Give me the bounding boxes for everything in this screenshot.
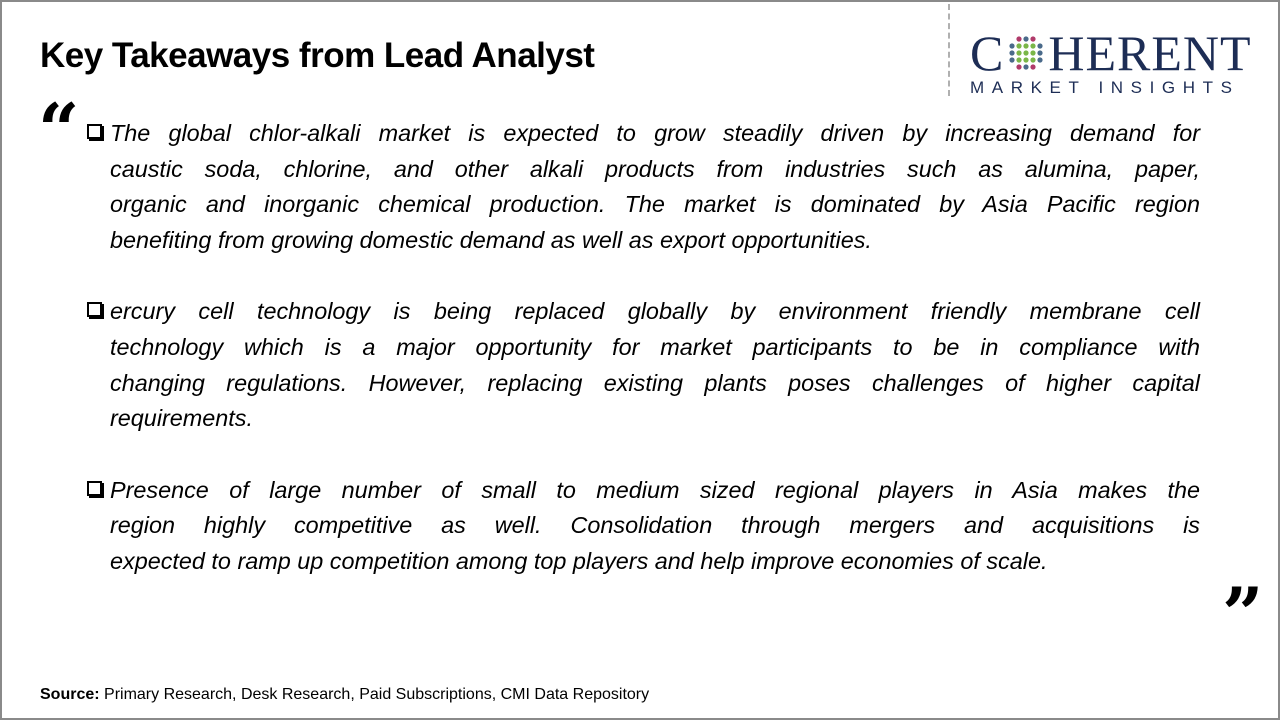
divider [948,4,950,96]
globe-dot [1009,50,1015,56]
page-title: Key Takeaways from Lead Analyst [40,36,595,75]
globe-dot [1030,43,1036,49]
globe-icon [1009,36,1043,70]
globe-dot [1030,36,1036,42]
source-text: Primary Research, Desk Research, Paid Su… [99,686,650,703]
globe-dot [1037,50,1043,56]
takeaway-line: benefiting from growing domestic demand … [110,227,872,254]
globe-dot [1016,57,1022,63]
takeaway-line: The global chlor-alkali market is expect… [110,120,1200,146]
globe-dot [1016,36,1022,42]
logo-word: HERENT [1048,25,1252,81]
globe-dot [1009,43,1015,49]
takeaway-line: requirements. [110,405,254,432]
takeaway-item: ercury cell technology is being replaced… [86,294,1200,437]
globe-dot [1016,43,1022,49]
globe-dot [1009,57,1015,63]
globe-dot [1030,64,1036,70]
takeaway-line: changing regulations. However, replacing… [110,369,1200,396]
globe-dot [1037,43,1043,49]
checkbox-bullet-icon [87,124,102,139]
takeaway-line: Presence of large number of small to med… [110,476,1200,503]
globe-dot [1030,57,1036,63]
source-label: Source: [40,686,100,703]
checkbox-bullet-icon [87,480,102,496]
takeaway-line: ercury cell technology is being replaced… [110,298,1200,325]
globe-dot [1030,50,1036,56]
source-note: Source: Primary Research, Desk Research,… [40,686,649,704]
takeaway-line: organic and inorganic chemical productio… [110,191,1200,218]
checkbox-bullet-icon [87,302,102,318]
takeaway-line: caustic soda, chlorine, and other alkali… [110,155,1200,182]
globe-dot [1016,64,1022,70]
takeaway-line: expected to ramp up competition among to… [110,548,1048,575]
globe-dot [1023,43,1029,49]
globe-dot [1023,50,1029,56]
takeaway-line: technology which is a major opportunity … [110,334,1200,361]
globe-dot [1016,50,1022,56]
globe-dot [1037,57,1043,63]
takeaway-item: Presence of large number of small to med… [86,473,1200,580]
logo-subtitle: MARKET INSIGHTS [970,78,1240,97]
quote-close-icon: ” [1222,571,1264,656]
globe-dot [1023,64,1029,70]
takeaway-item: The global chlor-alkali market is expect… [86,116,1200,259]
takeaways-list: The global chlor-alkali market is expect… [86,116,1200,615]
globe-dot [1023,36,1029,42]
logo: C HERENT MARKET INSIGHTS [970,25,1260,98]
logo-letter: C [970,25,1005,81]
takeaway-line: region highly competitive as well. Conso… [110,512,1200,539]
globe-dot [1023,57,1029,63]
quote-open-icon: “ [38,87,80,172]
